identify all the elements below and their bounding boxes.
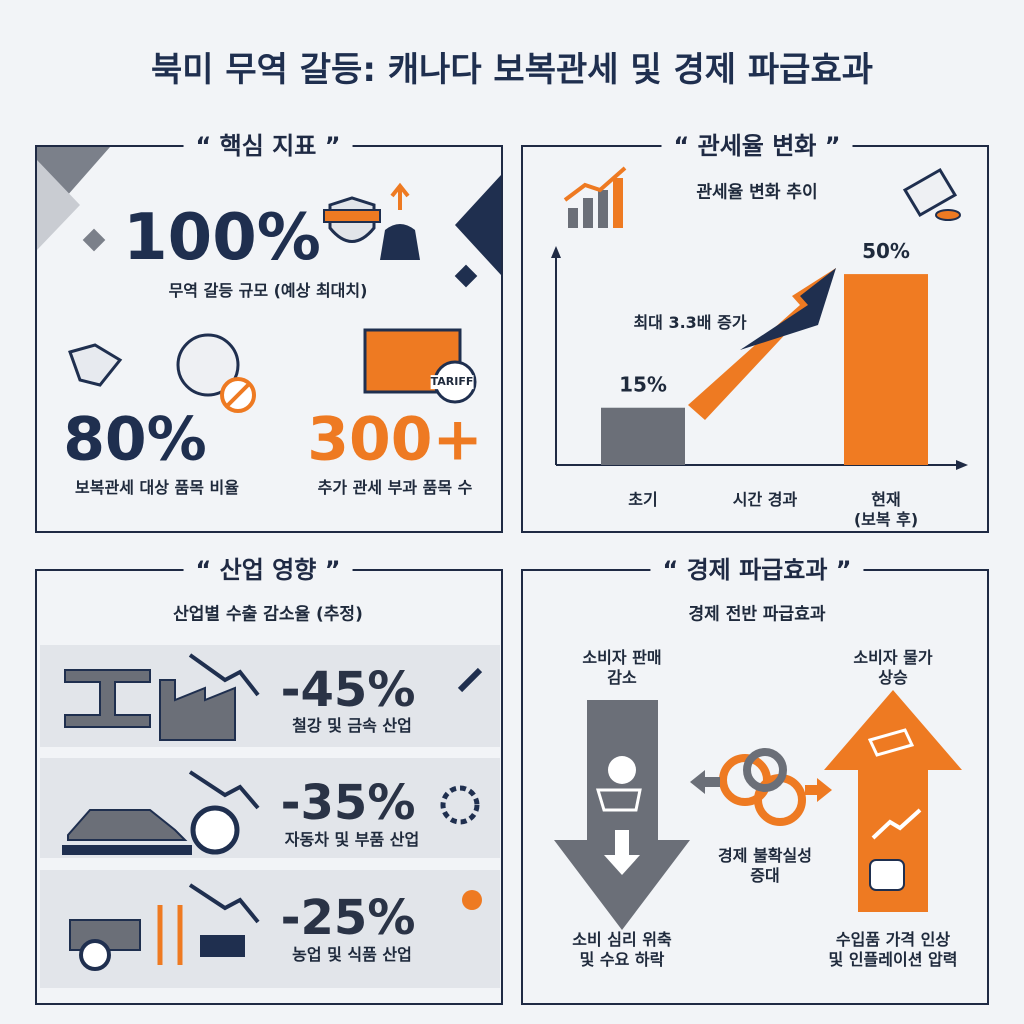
ban-icon	[226, 383, 250, 407]
panel-subtitle: 경제 전반 파급효과	[688, 604, 826, 625]
money-bag-icon	[380, 224, 420, 260]
industry-label: 자동차 및 부품 산업	[284, 830, 420, 849]
chart-icon	[583, 198, 593, 228]
coin-icon	[608, 756, 636, 784]
metric-value: 80%	[63, 404, 207, 475]
car-icon	[67, 809, 188, 841]
up-arrow-icon	[390, 182, 410, 210]
value-label: 15%	[619, 373, 667, 397]
cow-icon	[200, 935, 245, 957]
steel-icon	[64, 669, 151, 728]
metric-label: 추가 관세 부과 품목 수	[317, 478, 473, 497]
chart-icon	[598, 190, 608, 228]
up-arrow	[824, 690, 962, 912]
down-arrow-icon	[188, 653, 260, 697]
chain-icon	[457, 667, 483, 693]
decoration	[454, 264, 478, 288]
decline-value: -25%	[280, 890, 416, 946]
chart-icon	[563, 166, 627, 202]
knot-icon	[743, 748, 787, 792]
small-arrow	[604, 830, 640, 875]
decoration	[82, 228, 106, 252]
industry-label: 철강 및 금속 산업	[292, 716, 412, 735]
double-arrow	[690, 770, 720, 794]
panel-subtitle: 산업별 수출 감소율 (추정)	[173, 604, 363, 625]
chart-icon	[613, 178, 623, 228]
panel-heading: “ 산업 영향 ”	[183, 555, 353, 585]
trend-icon	[871, 808, 922, 840]
decline-value: -35%	[280, 775, 416, 831]
x-tick-label: 시간 경과	[732, 490, 798, 509]
value-label: 50%	[862, 239, 910, 263]
growth-arrow	[688, 268, 836, 420]
bar	[601, 407, 685, 465]
down-arrow-icon	[188, 883, 260, 924]
gear-icon	[440, 785, 480, 825]
row-band	[40, 758, 500, 858]
annotation: 최대 3.3배 증가	[633, 313, 747, 332]
bar-chart: 15% 50%	[601, 239, 928, 465]
page-title: 북미 무역 갈등: 캐나다 보복관세 및 경제 파급효과	[150, 49, 874, 90]
decoration	[455, 175, 501, 275]
bar	[844, 274, 928, 465]
x-tick-label: 초기	[628, 490, 658, 509]
x-tick-label: 현재 (보복 후)	[853, 490, 919, 529]
decline-value: -45%	[280, 662, 416, 718]
effect-label: 수입품 가격 인상 및 인플레이션 압력	[828, 930, 958, 969]
industry-label: 농업 및 식품 산업	[292, 945, 412, 964]
panel-heading: “ 관세율 변화 ”	[661, 131, 853, 161]
double-arrow	[805, 778, 832, 802]
effect-label: 소비자 물가 상승	[853, 648, 933, 687]
tractor-icon	[79, 939, 111, 971]
metric-value: 100%	[123, 201, 321, 275]
barrier-icon	[323, 209, 381, 223]
chart-icon	[568, 208, 578, 228]
metric-label: 보복관세 대상 품목 비율	[75, 478, 239, 497]
conveyor-icon	[62, 845, 192, 855]
factory-icon	[159, 679, 236, 741]
tire-icon	[190, 805, 240, 855]
panel-heading: “ 경제 파급효과 ”	[650, 555, 864, 585]
metric-value: 300+	[307, 404, 483, 475]
cart-icon	[595, 788, 642, 812]
panel-heading: “ 핵심 지표 ”	[183, 131, 353, 161]
effect-label: 소비자 판매 감소	[582, 648, 662, 687]
panel-subtitle: 관세율 변화 추이	[696, 182, 818, 203]
effect-label: 경제 불확실성 증대	[718, 846, 812, 885]
price-tag-icon	[902, 167, 958, 218]
handshake-icon	[68, 343, 123, 387]
price-tag-icon	[867, 728, 915, 757]
down-arrow	[554, 700, 690, 930]
axis-arrow	[956, 460, 968, 470]
tariff-stamp-text: TARIFF	[430, 375, 474, 389]
globe-icon	[176, 333, 240, 397]
coins-icon	[935, 209, 961, 221]
growth-arrow	[740, 268, 836, 350]
effect-label: 소비 심리 위축 및 수요 하락	[572, 930, 672, 969]
metric-label: 무역 갈등 규모 (예상 최대치)	[168, 281, 368, 300]
coins-icon	[869, 859, 905, 891]
axis-arrow	[551, 246, 561, 258]
decoration	[37, 160, 80, 250]
down-arrow-icon	[188, 770, 260, 810]
question-icon	[462, 890, 482, 910]
row-band	[40, 645, 500, 747]
